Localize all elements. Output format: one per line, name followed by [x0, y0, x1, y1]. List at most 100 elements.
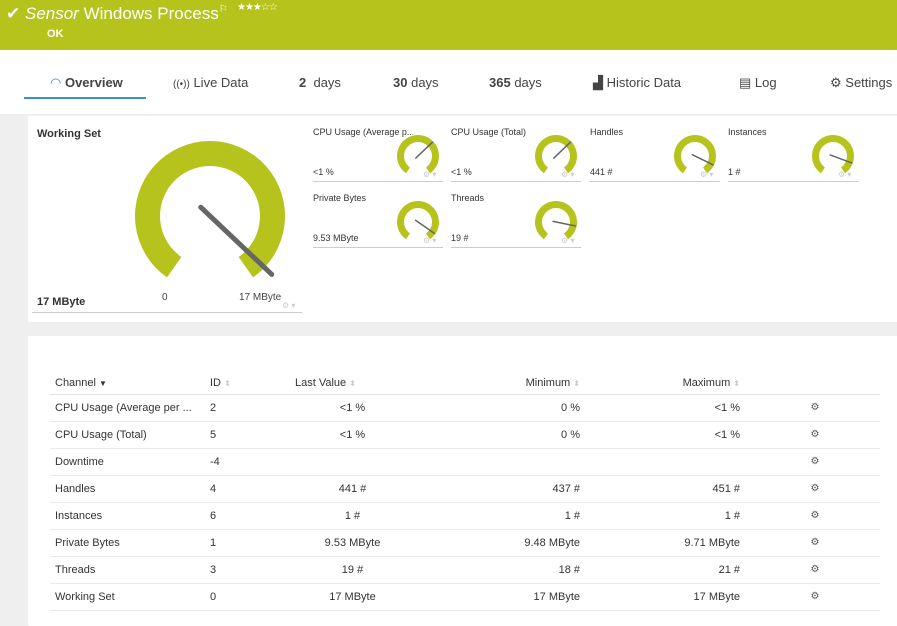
cell-channel[interactable]: Threads: [50, 556, 205, 584]
gauge-value: 441 #: [590, 167, 613, 177]
gauge-settings-icon[interactable]: ⚙ ▾: [700, 170, 714, 179]
cell-id: -4: [205, 448, 280, 476]
cell-channel[interactable]: CPU Usage (Total): [50, 421, 205, 449]
gauge-card[interactable]: Handles 441 # ⚙ ▾: [590, 127, 720, 182]
table-row[interactable]: Working Set 0 17 MByte 17 MByte 17 MByte…: [50, 583, 880, 611]
tab-log[interactable]: ▤ Log: [739, 75, 777, 91]
cell-id: 2: [205, 394, 280, 422]
header-label: ID: [210, 376, 221, 389]
channel-settings-icon[interactable]: ⚙: [745, 556, 880, 584]
cell-last-value: [280, 448, 420, 476]
table-row[interactable]: Threads 3 19 # 18 # 21 # ⚙: [50, 556, 880, 584]
check-icon: ✔: [6, 4, 21, 23]
gauge-arc: [812, 135, 854, 174]
tab-live-data[interactable]: ((•)) Live Data: [173, 75, 248, 90]
tab-overview[interactable]: ◠ Overview: [50, 75, 123, 91]
cell-channel[interactable]: Private Bytes: [50, 529, 205, 557]
table-row[interactable]: Handles 4 441 # 437 # 451 # ⚙: [50, 475, 880, 503]
cell-maximum: <1 %: [585, 394, 745, 422]
header-label: Minimum: [525, 376, 571, 389]
col-id[interactable]: ID ⬍: [205, 372, 280, 395]
channel-settings-icon[interactable]: ⚙: [745, 502, 880, 530]
tab-historic-data[interactable]: ▟ Historic Data: [593, 75, 681, 91]
col-minimum[interactable]: Minimum ⬍: [420, 372, 585, 395]
tab-num: 30: [393, 75, 408, 90]
col-channel[interactable]: Channel ▼: [50, 372, 205, 395]
gauge-card[interactable]: Instances 1 # ⚙ ▾: [728, 127, 858, 182]
channel-settings-icon[interactable]: ⚙: [745, 421, 880, 449]
gauge-card[interactable]: CPU Usage (Total) <1 % ⚙ ▾: [451, 127, 581, 182]
gauge-arc: [135, 141, 285, 278]
gauge-card[interactable]: Threads 19 # ⚙ ▾: [451, 193, 581, 248]
cell-channel[interactable]: Downtime: [50, 448, 205, 476]
gear-icon: ⚙: [830, 75, 842, 90]
title-prefix: Sensor: [24, 4, 79, 23]
cell-channel[interactable]: Handles: [50, 475, 205, 503]
gauge-settings-icon[interactable]: ⚙ ▾: [423, 236, 437, 245]
sort-icon: ⬍: [573, 378, 580, 388]
channels-table: Channel ▼ ID ⬍ Last Value ⬍ Minimum ⬍ Ma…: [50, 372, 880, 611]
channel-settings-icon[interactable]: ⚙: [745, 448, 880, 476]
gauge-settings-icon[interactable]: ⚙ ▾: [838, 170, 852, 179]
historic-data-icon: ▟: [593, 75, 603, 90]
gauge-card[interactable]: Private Bytes 9.53 MByte ⚙ ▾: [313, 193, 443, 248]
cell-id: 4: [205, 475, 280, 503]
gauges-panel: Working Set 0 17 MByte 17 MByte ⚙ ▾ CPU …: [28, 116, 897, 322]
gauge-name: Instances: [728, 127, 767, 137]
tab-label: days: [411, 75, 439, 90]
cell-maximum: <1 %: [585, 421, 745, 449]
flag-icon[interactable]: ⚐: [218, 4, 228, 15]
tab-settings[interactable]: ⚙ Settings: [830, 75, 892, 91]
gauge-value: 19 #: [451, 233, 469, 243]
sensor-title: ✔ Sensor Windows Process⚐: [6, 4, 228, 24]
col-maximum[interactable]: Maximum ⬍: [585, 372, 745, 395]
tab-30-days[interactable]: 30 days: [393, 75, 439, 90]
table-row[interactable]: CPU Usage (Total) 5 <1 % 0 % <1 % ⚙: [50, 421, 880, 449]
log-icon: ▤: [739, 75, 752, 90]
cell-minimum: 0 %: [420, 421, 585, 449]
table-row[interactable]: Downtime -4 ⚙: [50, 448, 880, 476]
gauge-needle: [415, 141, 434, 159]
cell-id: 5: [205, 421, 280, 449]
cell-last-value: 441 #: [280, 475, 420, 503]
table-row[interactable]: Instances 6 1 # 1 # 1 # ⚙: [50, 502, 880, 530]
gauge-name: CPU Usage (Average p...: [313, 127, 413, 137]
gauge-settings-icon[interactable]: ⚙ ▾: [423, 170, 437, 179]
cell-channel[interactable]: Working Set: [50, 583, 205, 611]
cell-maximum: 21 #: [585, 556, 745, 584]
table-row[interactable]: Private Bytes 1 9.53 MByte 9.48 MByte 9.…: [50, 529, 880, 557]
cell-last-value: 19 #: [280, 556, 420, 584]
sensor-header: ✔ Sensor Windows Process⚐ ★★★☆☆ OK: [0, 0, 897, 50]
gauge-settings-icon[interactable]: ⚙ ▾: [282, 301, 296, 310]
col-last-value[interactable]: Last Value ⬍: [280, 372, 420, 395]
main-gauge-value: 17 MByte: [37, 296, 86, 308]
sort-icon: ⬍: [733, 378, 740, 388]
tab-label: days: [514, 75, 542, 90]
cell-id: 3: [205, 556, 280, 584]
gauge-needle: [553, 141, 572, 159]
mini-gauge: [812, 135, 854, 174]
channel-settings-icon[interactable]: ⚙: [745, 529, 880, 557]
gauge-arc: [535, 135, 577, 174]
table-row[interactable]: CPU Usage (Average per ... 2 <1 % 0 % <1…: [50, 394, 880, 422]
tab-365-days[interactable]: 365 days: [489, 75, 542, 90]
gauge-settings-icon[interactable]: ⚙ ▾: [561, 170, 575, 179]
tab-num: 365: [489, 75, 511, 90]
cell-minimum: 437 #: [420, 475, 585, 503]
gauge-card[interactable]: CPU Usage (Average p... <1 % ⚙ ▾: [313, 127, 443, 182]
cell-last-value: 17 MByte: [280, 583, 420, 611]
tab-2-days[interactable]: 2 days: [299, 75, 341, 90]
gauge-name: Private Bytes: [313, 193, 367, 203]
col-actions: [745, 372, 880, 395]
priority-stars[interactable]: ★★★☆☆: [237, 2, 278, 13]
cell-minimum: 18 #: [420, 556, 585, 584]
gauge-arc: [397, 201, 439, 240]
channel-settings-icon[interactable]: ⚙: [745, 394, 880, 422]
tab-bar: ◠ Overview ((•)) Live Data 2 days 30 day…: [0, 50, 897, 114]
gauge-settings-icon[interactable]: ⚙ ▾: [561, 236, 575, 245]
channel-settings-icon[interactable]: ⚙: [745, 583, 880, 611]
cell-channel[interactable]: CPU Usage (Average per ...: [50, 394, 205, 422]
cell-channel[interactable]: Instances: [50, 502, 205, 530]
channel-settings-icon[interactable]: ⚙: [745, 475, 880, 503]
mini-gauge: [674, 135, 716, 174]
